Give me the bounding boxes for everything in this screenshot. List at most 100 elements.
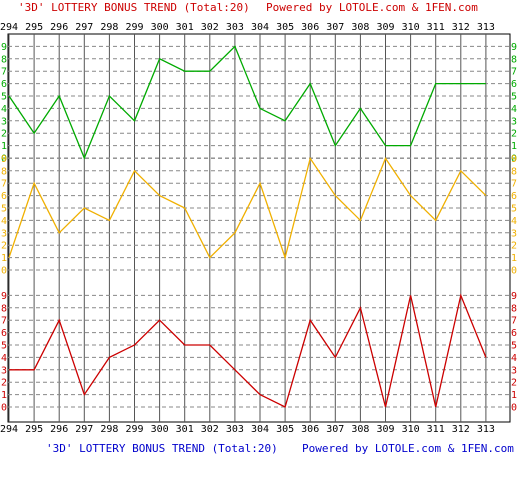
x-tick-label-bottom: 310 [402,424,420,435]
y-tick-label-left: 2 [1,378,7,389]
y-tick-label-right: 6 [511,191,517,202]
x-tick-label-top: 308 [351,22,369,33]
y-tick-label-left: 1 [1,390,7,401]
x-tick-label-top: 300 [151,22,169,33]
y-tick-label-right: 8 [511,303,517,314]
y-tick-label-right: 3 [511,228,517,239]
y-tick-label-right: 7 [511,67,517,78]
x-tick-label-bottom: 297 [75,424,93,435]
x-tick-label-top: 309 [376,22,394,33]
y-tick-label-left: 5 [1,204,7,215]
y-tick-label-left: 3 [1,116,7,127]
y-tick-label-right: 9 [511,291,517,302]
y-tick-label-right: 1 [511,253,517,264]
y-tick-label-left: 5 [1,92,7,103]
x-tick-label-top: 307 [326,22,344,33]
x-tick-label-top: 298 [100,22,118,33]
footer-title: '3D' LOTTERY BONUS TREND (Total:20) [46,442,278,455]
y-tick-label-right: 0 [511,154,517,165]
y-tick-label-right: 8 [511,166,517,177]
x-tick-label-bottom: 294 [0,424,18,435]
y-tick-label-left: 0 [1,154,7,165]
y-tick-label-left: 7 [1,67,7,78]
y-tick-label-left: 1 [1,253,7,264]
x-tick-label-top: 295 [25,22,43,33]
series-line-top [8,45,486,160]
grid [7,33,511,423]
x-tick-label-bottom: 306 [301,424,319,435]
x-tick-label-bottom: 301 [176,424,194,435]
x-tick-label-bottom: 307 [326,424,344,435]
y-tick-label-right: 3 [511,365,517,376]
x-tick-label-top: 311 [427,22,445,33]
x-tick-label-top: 296 [50,22,68,33]
y-tick-label-left: 4 [1,104,7,115]
y-tick-label-right: 0 [511,403,517,414]
footer-powered: Powered by LOTOLE.com & 1FEN.com [302,442,514,455]
x-tick-label-bottom: 300 [151,424,169,435]
y-tick-label-left: 2 [1,241,7,252]
y-tick-label-left: 9 [1,154,7,165]
y-tick-label-right: 4 [511,216,517,227]
x-tick-label-top: 312 [452,22,470,33]
header-title: '3D' LOTTERY BONUS TREND (Total:20) [18,1,250,14]
y-tick-label-right: 9 [511,42,517,53]
x-tick-label-top: 303 [226,22,244,33]
x-tick-label-bottom: 302 [201,424,219,435]
y-tick-label-left: 7 [1,316,7,327]
x-tick-label-top: 306 [301,22,319,33]
y-tick-label-right: 5 [511,341,517,352]
x-tick-label-bottom: 309 [376,424,394,435]
y-tick-label-right: 6 [511,79,517,90]
header-powered: Powered by LOTOLE.com & 1FEN.com [266,1,478,14]
y-tick-label-right: 2 [511,241,517,252]
y-tick-label-right: 5 [511,204,517,215]
x-tick-label-top: 304 [251,22,269,33]
x-tick-label-bottom: 305 [276,424,294,435]
x-tick-label-bottom: 296 [50,424,68,435]
x-tick-label-top: 294 [0,22,18,33]
y-tick-label-left: 3 [1,228,7,239]
y-tick-label-right: 2 [511,129,517,140]
x-tick-label-bottom: 295 [25,424,43,435]
axis-labels: 0 01 12 23 34 45 56 67 78 89 90 01 12 23 34 45 56 67 78 89 9… [0,22,517,435]
y-tick-label-left: 1 [1,141,7,152]
x-tick-label-bottom: 303 [226,424,244,435]
y-tick-label-right: 6 [511,328,517,339]
y-tick-label-left: 6 [1,79,7,90]
y-tick-label-left: 5 [1,341,7,352]
x-tick-label-top: 297 [75,22,93,33]
y-tick-label-left: 0 [1,403,7,414]
x-tick-label-bottom: 299 [125,424,143,435]
y-tick-label-right: 7 [511,316,517,327]
y-tick-label-right: 9 [511,154,517,165]
y-tick-label-left: 6 [1,328,7,339]
y-tick-label-left: 6 [1,191,7,202]
y-tick-label-left: 4 [1,353,7,364]
y-tick-label-right: 3 [511,116,517,127]
y-tick-label-left: 8 [1,54,7,65]
y-tick-label-right: 1 [511,141,517,152]
x-tick-label-top: 301 [176,22,194,33]
x-tick-label-top: 313 [477,22,495,33]
y-tick-label-right: 2 [511,378,517,389]
x-tick-label-bottom: 298 [100,424,118,435]
y-tick-label-right: 4 [511,104,517,115]
y-tick-label-right: 0 [511,266,517,277]
x-tick-label-bottom: 311 [427,424,445,435]
y-tick-label-left: 9 [1,291,7,302]
x-tick-label-bottom: 312 [452,424,470,435]
y-tick-label-left: 8 [1,166,7,177]
y-tick-label-left: 9 [1,42,7,53]
y-tick-label-left: 7 [1,179,7,190]
x-tick-label-top: 305 [276,22,294,33]
x-tick-label-bottom: 313 [477,424,495,435]
y-tick-label-right: 4 [511,353,517,364]
y-tick-label-left: 2 [1,129,7,140]
y-tick-label-left: 0 [1,266,7,277]
y-tick-label-left: 3 [1,365,7,376]
series-lines [8,45,487,408]
x-tick-label-bottom: 304 [251,424,269,435]
x-tick-label-bottom: 308 [351,424,369,435]
